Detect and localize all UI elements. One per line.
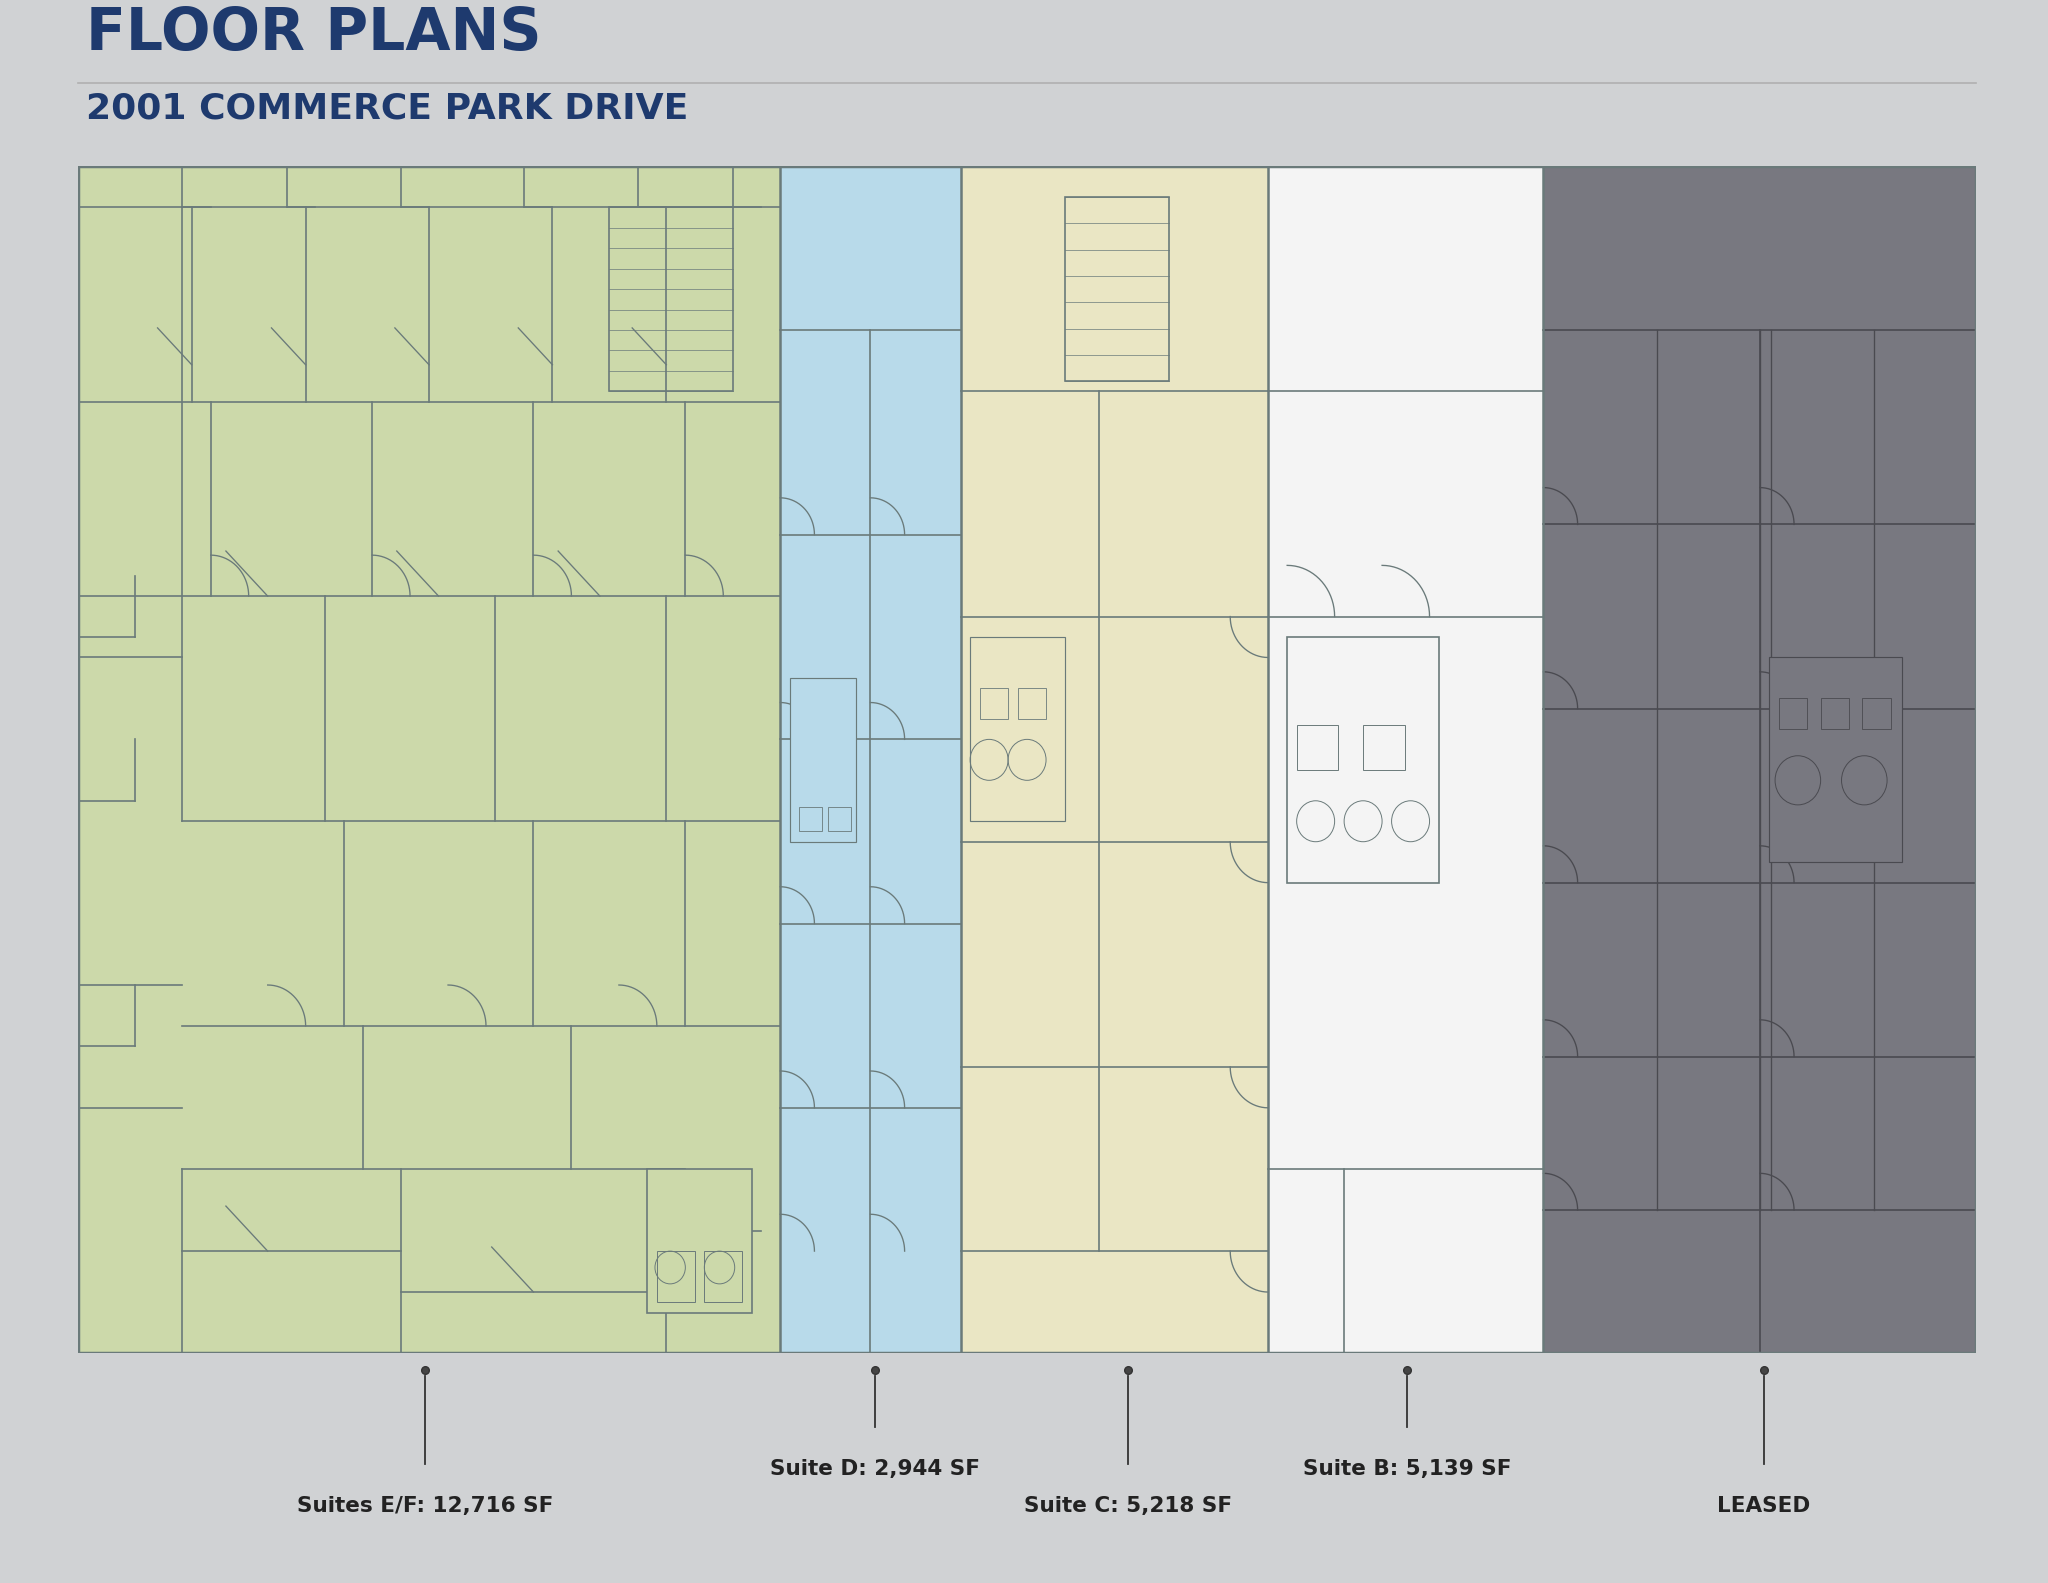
Bar [1018,689,1047,719]
Bar [1364,725,1405,769]
Bar [1296,725,1339,769]
Bar [1821,698,1849,730]
Text: FLOOR PLANS: FLOOR PLANS [86,5,541,62]
Bar [78,166,780,1353]
Text: LEASED: LEASED [1716,1496,1810,1517]
Bar [1286,636,1440,883]
Bar [1544,166,1976,1353]
Text: Suite D: 2,944 SF: Suite D: 2,944 SF [770,1460,981,1479]
Text: 2001 COMMERCE PARK DRIVE: 2001 COMMERCE PARK DRIVE [86,92,688,125]
Text: Suite C: 5,218 SF: Suite C: 5,218 SF [1024,1496,1231,1517]
Bar [971,636,1065,822]
Bar [799,807,821,831]
Bar [705,1251,741,1303]
Bar [647,1170,752,1312]
Bar [979,689,1008,719]
Bar [961,166,1268,1353]
Text: Suites E/F: 12,716 SF: Suites E/F: 12,716 SF [297,1496,553,1517]
Bar [791,678,856,842]
Bar [610,207,733,391]
Bar [1268,166,1544,1353]
Bar [657,1251,694,1303]
Bar [780,166,961,1353]
Bar [1065,196,1169,382]
Text: Suite B: 5,139 SF: Suite B: 5,139 SF [1303,1460,1511,1479]
Bar [1769,657,1903,863]
Bar [1780,698,1806,730]
Bar [827,807,850,831]
Bar [1862,698,1890,730]
